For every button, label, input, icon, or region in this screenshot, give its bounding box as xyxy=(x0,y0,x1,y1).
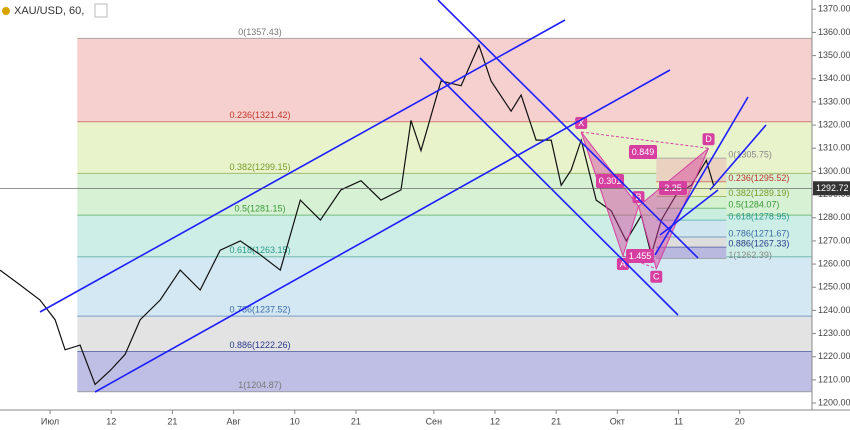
fib-label: 0.5(1284.07) xyxy=(728,200,779,210)
channel-line xyxy=(39,19,566,313)
y-tick-label: 1310.00 xyxy=(818,143,850,153)
x-tick-label: 21 xyxy=(551,416,561,426)
fib-label: 0.618(1263.15) xyxy=(229,245,290,255)
y-tick-label: 1240.00 xyxy=(818,305,850,315)
channel-line xyxy=(709,124,767,191)
y-tick-label: 1200.00 xyxy=(818,397,850,407)
x-tick-label: 21 xyxy=(167,416,177,426)
last-price-label: 1292.72 xyxy=(816,183,849,193)
y-tick-label: 1350.00 xyxy=(818,50,850,60)
x-tick-label: Сен xyxy=(426,416,443,426)
y-tick-label: 1220.00 xyxy=(818,351,850,361)
chart-title: XAU/USD, 60, xyxy=(14,5,84,17)
y-tick-label: 1250.00 xyxy=(818,282,850,292)
y-tick-label: 1320.00 xyxy=(818,119,850,129)
pattern-point-box xyxy=(616,257,629,270)
last-price-box xyxy=(813,181,850,196)
fib-band xyxy=(656,208,727,221)
pattern-point-box xyxy=(575,117,588,130)
fib-label: 0.5(1281.15) xyxy=(234,203,285,213)
ratio-label: 2.25 xyxy=(664,183,682,193)
channel-line xyxy=(437,0,699,259)
channel-line xyxy=(654,96,749,256)
fib-band xyxy=(656,237,727,248)
fib-label: 0.886(1267.33) xyxy=(728,238,789,248)
fib-label: 0.886(1222.26) xyxy=(229,340,290,350)
pattern-wing xyxy=(580,131,640,258)
fib-band xyxy=(77,316,813,352)
channel-line xyxy=(419,57,679,316)
ratio-box xyxy=(629,145,657,159)
trend-channels xyxy=(39,0,767,393)
x-tick-label: 12 xyxy=(106,416,116,426)
channel-line xyxy=(94,69,671,393)
fib-label: 0.786(1237.52) xyxy=(229,305,290,315)
pattern-point-label: A xyxy=(620,259,626,269)
fib-band xyxy=(656,196,727,209)
ratio-box xyxy=(626,249,654,263)
y-tick-label: 1280.00 xyxy=(818,212,850,222)
fib-label: 0.382(1289.19) xyxy=(728,188,789,198)
x-tick-label: 11 xyxy=(674,416,683,426)
y-tick-label: 1370.00 xyxy=(818,4,850,14)
x-tick-label: 12 xyxy=(490,416,500,426)
symbol-icon xyxy=(2,7,10,15)
fib-label: 0(1305.75) xyxy=(728,149,772,159)
fib-label: 0.382(1299.15) xyxy=(229,162,290,172)
fib-label: 0.618(1278.95) xyxy=(728,212,789,222)
fib-label: 0.786(1271.67) xyxy=(728,228,789,238)
fib-label: 0(1357.43) xyxy=(238,27,282,37)
fib-label: 1(1262.39) xyxy=(728,250,772,260)
fib-label: 0.236(1295.52) xyxy=(728,173,789,183)
ratio-label: 1.455 xyxy=(629,251,652,261)
y-tick-label: 1270.00 xyxy=(818,235,850,245)
x-tick-label: 10 xyxy=(290,416,300,426)
y-tick-label: 1230.00 xyxy=(818,328,850,338)
pattern-point-label: D xyxy=(705,134,712,144)
pattern-leg xyxy=(581,131,709,149)
price-line xyxy=(0,43,715,386)
y-tick-label: 1300.00 xyxy=(818,166,850,176)
y-tick-label: 1340.00 xyxy=(818,73,850,83)
ratio-label: 0.301 xyxy=(599,176,622,186)
y-tick-label: 1360.00 xyxy=(818,27,850,37)
fib-band xyxy=(77,256,813,317)
x-tick-label: Окт xyxy=(610,416,625,426)
y-tick-label: 1330.00 xyxy=(818,96,850,106)
x-tick-label: Июл xyxy=(41,416,59,426)
y-tick-label: 1260.00 xyxy=(818,258,850,268)
channel-line xyxy=(659,189,719,236)
fib-band xyxy=(656,247,727,259)
pattern-point-label: X xyxy=(578,118,584,128)
ratio-label: 0.849 xyxy=(632,147,655,157)
fib-band xyxy=(77,351,813,392)
title-button[interactable] xyxy=(94,3,108,18)
x-tick-label: 21 xyxy=(351,416,361,426)
fib-label: 0.236(1321.42) xyxy=(229,110,290,120)
x-tick-label: 20 xyxy=(735,416,745,426)
fib-label: 1(1204.87) xyxy=(238,380,282,390)
pattern-point-box xyxy=(702,133,715,146)
fib-band xyxy=(77,38,813,122)
y-tick-label: 1210.00 xyxy=(818,374,850,384)
x-tick-label: Авг xyxy=(227,416,242,426)
pattern-point-label: B xyxy=(635,192,641,202)
pattern-point-box xyxy=(650,270,663,283)
pattern-point-box xyxy=(632,191,645,204)
pattern-point-label: C xyxy=(653,272,660,282)
